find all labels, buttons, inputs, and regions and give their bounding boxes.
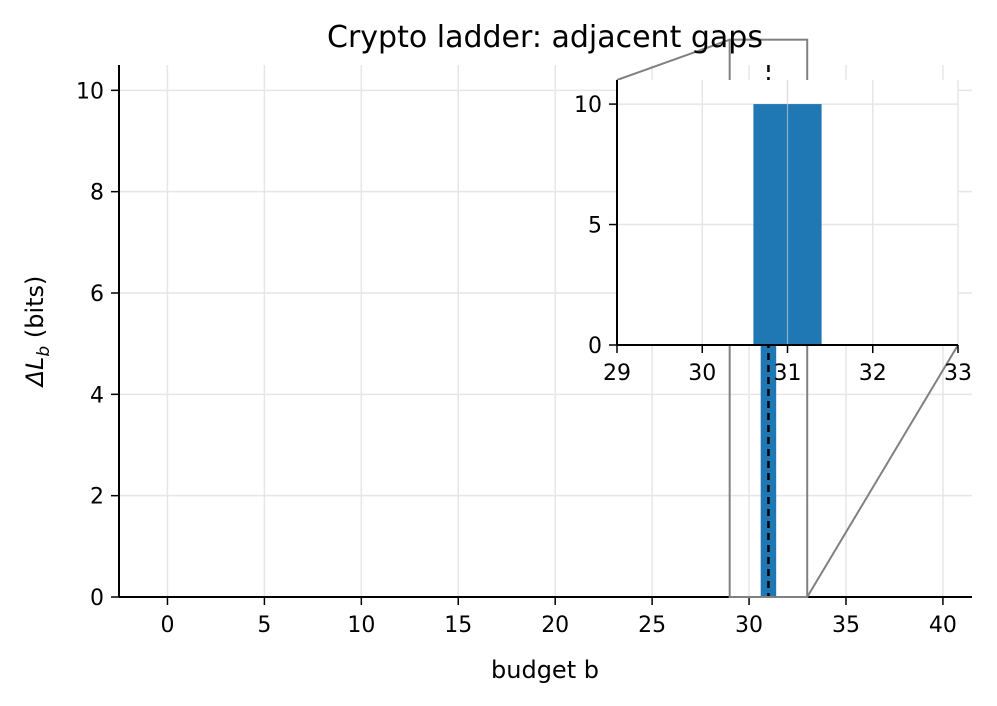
y-ticks: 0 2 4 6 8 10	[76, 79, 119, 611]
x-tick-label: 0	[160, 613, 174, 638]
zoom-connector	[616, 38, 731, 81]
y-axis-label-subscript: b	[34, 346, 54, 357]
y-axis-label: ΔLb (bits)	[21, 276, 54, 389]
inset-y-tick-label: 5	[588, 214, 602, 239]
x-tick-label: 25	[638, 613, 666, 638]
y-tick-label: 4	[90, 383, 104, 408]
y-tick-label: 0	[90, 586, 104, 611]
inset-x-tick-label: 33	[944, 361, 972, 386]
x-tick-label: 10	[347, 613, 375, 638]
y-tick-label: 6	[90, 282, 104, 307]
x-tick-label: 30	[735, 613, 763, 638]
inset-x-tick-label: 30	[688, 361, 716, 386]
x-tick-label: 35	[832, 613, 860, 638]
zoom-connector	[806, 344, 959, 598]
x-tick-label: 15	[444, 613, 472, 638]
inset-y-tick-label: 10	[574, 93, 602, 118]
inset-y-ticks: 0 5 10	[574, 93, 617, 359]
x-ticks: 0 5 10 15 20 25 30 35 40	[160, 597, 957, 638]
x-axis-label: budget b	[491, 656, 599, 684]
x-tick-label: 40	[929, 613, 957, 638]
y-axis-label-unit: (bits)	[21, 276, 49, 346]
chart-title: Crypto ladder: adjacent gaps	[327, 20, 763, 55]
x-tick-label: 5	[257, 613, 271, 638]
inset-x-tick-label: 31	[774, 361, 802, 386]
y-axis-label-symbol: ΔL	[21, 357, 49, 389]
y-tick-label: 8	[90, 181, 104, 206]
inset-x-tick-label: 32	[859, 361, 887, 386]
y-tick-label: 2	[90, 485, 104, 510]
main-axes	[118, 65, 972, 598]
x-tick-label: 20	[541, 613, 569, 638]
inset-x-tick-label: 29	[603, 361, 631, 386]
y-tick-label: 10	[76, 79, 104, 104]
inset-x-ticks: 29 30 31 32 33	[603, 345, 972, 386]
inset-bars	[753, 80, 822, 345]
inset-y-tick-label: 0	[588, 334, 602, 359]
